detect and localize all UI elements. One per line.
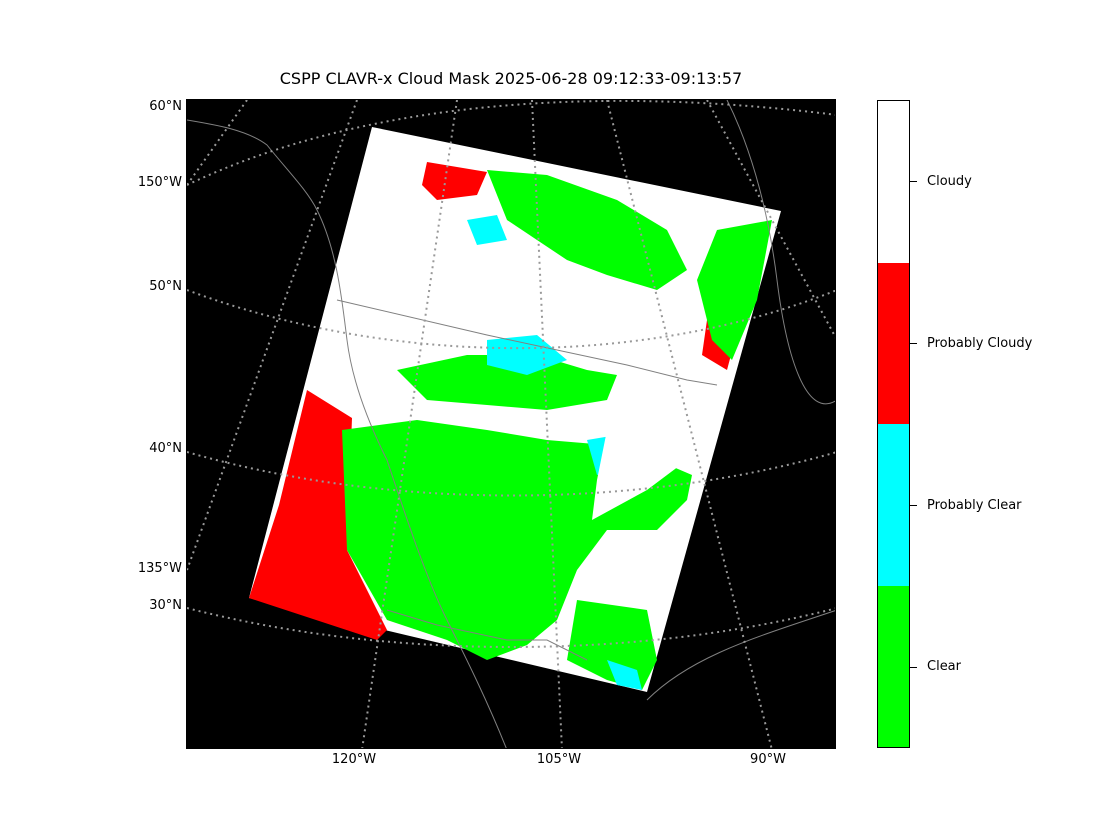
colorbar-label-probably-clear: Probably Clear	[927, 498, 1022, 513]
swath-probably-clear-3	[467, 215, 507, 245]
swath-clear-central	[397, 355, 617, 410]
swath-probably-cloudy-west	[249, 390, 387, 640]
lon-label-105w: 105°W	[536, 752, 582, 767]
swath-probably-clear-4	[607, 660, 642, 690]
colorbar-segment-probably-cloudy	[878, 262, 909, 424]
graticule-lon-150	[187, 100, 248, 186]
colorbar-segment-probably-clear	[878, 424, 909, 586]
lat-label-50n: 50°N	[149, 279, 182, 294]
colorbar-segment-cloudy	[878, 101, 909, 263]
border-us-canada	[336, 299, 718, 386]
colorbar-tick	[910, 343, 917, 344]
coastline-east	[726, 100, 835, 405]
colorbar-tick	[910, 505, 917, 506]
colorbar-label-probably-cloudy: Probably Cloudy	[927, 336, 1033, 351]
graticule-lat-60	[187, 100, 835, 186]
border-us-mexico	[386, 609, 588, 661]
colorbar-tick	[910, 667, 917, 668]
graticule-lon-90	[606, 100, 773, 748]
coastline-west	[187, 119, 507, 748]
swath-clear-east	[697, 220, 772, 360]
cloud-mask-map	[186, 99, 836, 749]
colorbar-label-clear: Clear	[927, 659, 961, 674]
colorbar	[877, 100, 910, 748]
graticule-lon-105	[531, 100, 563, 748]
graticule-lat-50	[187, 289, 835, 350]
swath-clear-north	[487, 170, 687, 290]
coastline-gulf	[646, 610, 835, 701]
lon-label-135w: 135°W	[137, 561, 182, 576]
lat-label-60n: 60°N	[149, 99, 182, 114]
colorbar-label-cloudy: Cloudy	[927, 174, 972, 189]
swath-probably-cloudy-north	[422, 162, 487, 200]
lat-label-40n: 40°N	[149, 441, 182, 456]
lon-label-150w: 150°W	[137, 175, 182, 190]
graticule-lon-120	[361, 100, 458, 748]
swath-cloudy-east	[592, 350, 702, 520]
map-title: CSPP CLAVR-x Cloud Mask 2025-06-28 09:12…	[279, 69, 743, 88]
colorbar-tick	[910, 181, 917, 182]
lon-label-120w: 120°W	[331, 752, 377, 767]
swath-clear-se	[567, 600, 657, 690]
lat-label-30n: 30°N	[149, 598, 182, 613]
lon-label-90w: 90°W	[750, 752, 786, 767]
map-canvas	[187, 100, 835, 748]
swath-probably-clear-1	[487, 335, 567, 375]
colorbar-segment-clear	[878, 585, 909, 747]
